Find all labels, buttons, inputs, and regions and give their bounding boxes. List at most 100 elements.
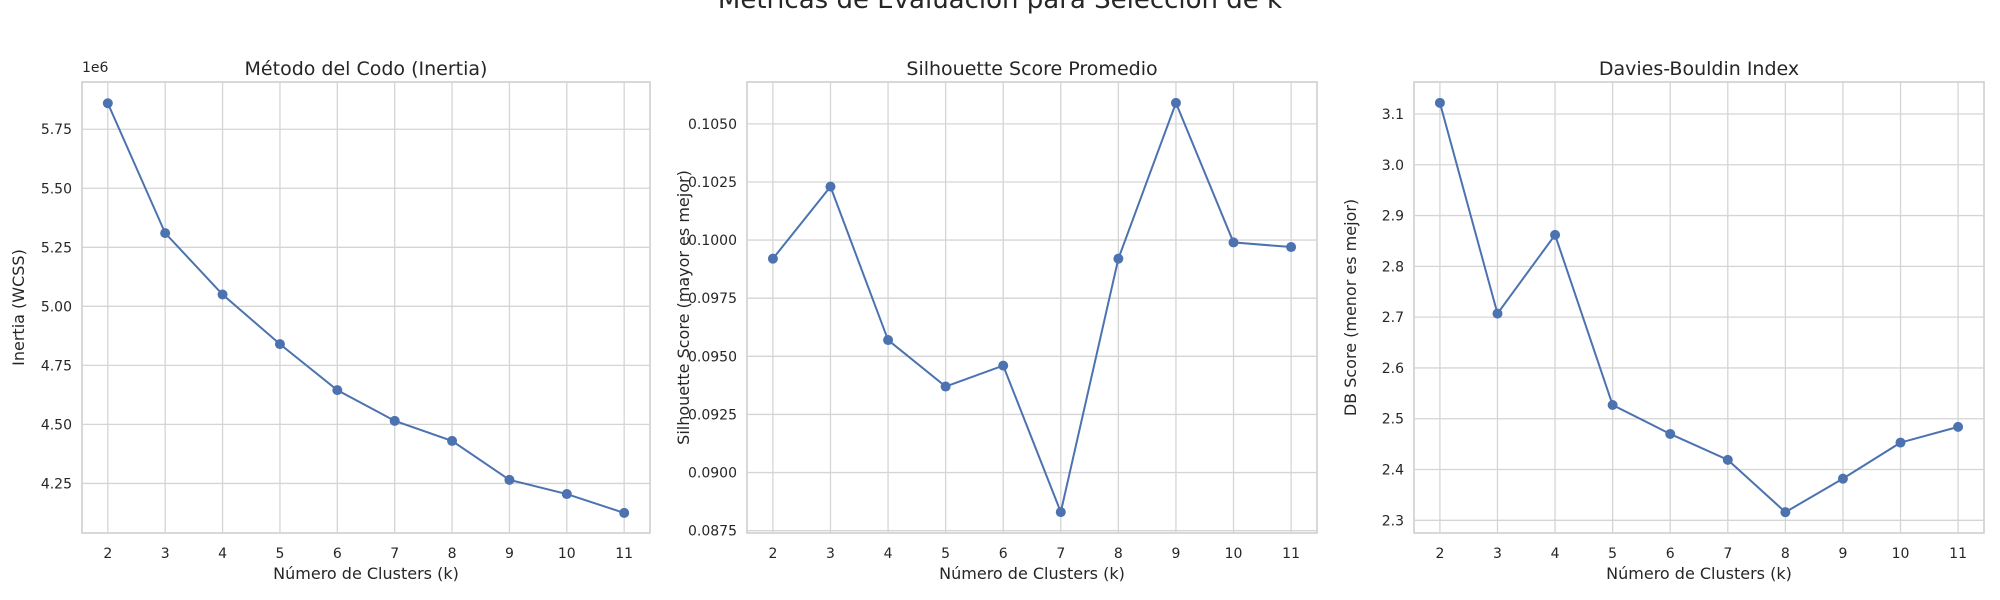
y-tick-label: 5.50	[41, 181, 72, 197]
y-tick-label: 2.4	[1382, 463, 1404, 479]
x-tick-label: 6	[333, 546, 342, 562]
data-point	[883, 335, 894, 346]
data-point	[504, 474, 515, 485]
data-point	[1780, 507, 1791, 518]
x-tick-label: 11	[1282, 546, 1300, 562]
data-point	[1665, 428, 1676, 439]
y-tick-label: 5.75	[41, 122, 72, 138]
x-tick-label: 3	[161, 546, 170, 562]
y-tick-label: 2.3	[1382, 513, 1404, 529]
data-point	[1113, 253, 1124, 264]
data-point	[940, 381, 951, 392]
y-tick-label: 2.8	[1382, 259, 1404, 275]
figure-suptitle: Métricas de Evaluación para Selección de…	[718, 0, 1282, 15]
y-tick-label: 5.25	[41, 240, 72, 256]
y-tick-label: 0.1000	[688, 233, 737, 249]
x-tick-label: 7	[390, 546, 399, 562]
x-tick-label: 10	[1225, 546, 1243, 562]
x-tick-label: 6	[1666, 546, 1675, 562]
x-tick-label: 5	[941, 546, 950, 562]
data-point	[1550, 229, 1561, 240]
x-tick-label: 9	[505, 546, 514, 562]
y-tick-label: 2.9	[1382, 209, 1404, 225]
y-tick-label: 0.1025	[688, 175, 737, 191]
x-tick-label: 4	[218, 546, 227, 562]
y-tick-label: 0.1050	[688, 117, 737, 133]
data-point	[1055, 507, 1066, 518]
panel-davies-bouldin: 2 3 4 5 6 7 8 9 10 11 2.3 2.4 2.5 2.6 2.7 2.8 2.9 3.0 3.1 D…	[1341, 58, 1985, 583]
data-point	[160, 228, 171, 239]
data-point	[767, 253, 778, 264]
panel-silhouette: 2 3 4 5 6 7 8 9 10 11 0.0875 0.0900 0.0925 0.0950 0.09…	[674, 58, 1318, 583]
x-axis-label: Número de Clusters (k)	[1606, 564, 1792, 583]
x-tick-label: 4	[884, 546, 893, 562]
data-point	[1607, 400, 1618, 411]
y-axis-label: Silhouette Score (mayor es mejor)	[674, 170, 693, 445]
x-tick-label: 5	[275, 546, 284, 562]
x-tick-label: 5	[1608, 546, 1617, 562]
x-tick-label: 6	[999, 546, 1008, 562]
y-axis-offset-label: 1e6	[82, 60, 109, 76]
x-tick-label: 11	[1949, 546, 1967, 562]
y-tick-label: 0.0875	[688, 524, 737, 540]
data-point	[217, 289, 228, 300]
x-tick-label: 11	[615, 546, 633, 562]
data-point	[1492, 308, 1503, 319]
y-tick-label: 4.25	[41, 476, 72, 492]
data-point	[998, 360, 1009, 371]
data-point	[1434, 97, 1445, 108]
panel-title: Método del Codo (Inertia)	[245, 58, 488, 80]
x-tick-label: 4	[1551, 546, 1560, 562]
y-tick-label: 0.0925	[688, 407, 737, 423]
x-tick-label: 9	[1171, 546, 1180, 562]
y-tick-label: 5.00	[41, 299, 72, 315]
series-line-elbow	[106, 102, 625, 514]
x-tick-label: 10	[1892, 546, 1910, 562]
x-tick-label: 2	[768, 546, 777, 562]
x-tick-label: 9	[1838, 546, 1847, 562]
x-tick-label: 8	[448, 546, 457, 562]
x-tick-label: 10	[558, 546, 576, 562]
data-point	[619, 507, 630, 518]
y-tick-label: 2.5	[1382, 412, 1404, 428]
y-tick-label: 3.0	[1382, 158, 1404, 174]
y-tick-label: 4.75	[41, 358, 72, 374]
y-tick-label: 0.0900	[688, 466, 737, 482]
y-tick-label: 3.1	[1382, 107, 1404, 123]
x-axis-label: Número de Clusters (k)	[273, 564, 459, 583]
series-line-davies-bouldin	[1438, 102, 1959, 514]
panel-elbow: 2 3 4 5 6 7 8 9 10 11 4.25 4.50 4.75 5.00 5.25 5.50 5.75…	[9, 58, 651, 583]
data-point	[825, 181, 836, 192]
x-tick-label: 8	[1114, 546, 1123, 562]
data-point	[1953, 421, 1964, 432]
y-tick-label: 2.7	[1382, 310, 1404, 326]
plot-area-silhouette	[746, 81, 1318, 534]
y-tick-label: 0.0975	[688, 291, 737, 307]
y-tick-label: 4.50	[41, 417, 72, 433]
y-axis-label: Inertia (WCSS)	[9, 249, 28, 366]
x-tick-label: 2	[103, 546, 112, 562]
y-axis-label: DB Score (menor es mejor)	[1341, 199, 1360, 416]
x-tick-label: 7	[1723, 546, 1732, 562]
plot-area-elbow	[81, 81, 651, 534]
panel-title: Davies-Bouldin Index	[1599, 58, 1799, 80]
data-point	[1895, 437, 1906, 448]
x-tick-label: 7	[1056, 546, 1065, 562]
data-point	[561, 489, 572, 500]
x-tick-label: 2	[1435, 546, 1444, 562]
x-tick-label: 3	[826, 546, 835, 562]
data-point	[1228, 237, 1239, 248]
plot-area-davies-bouldin	[1413, 81, 1985, 534]
data-point	[274, 339, 285, 350]
x-axis-label: Número de Clusters (k)	[939, 564, 1125, 583]
data-point	[1837, 473, 1848, 484]
panel-title: Silhouette Score Promedio	[906, 58, 1157, 80]
data-point	[447, 435, 458, 446]
data-point	[1722, 454, 1733, 465]
y-tick-label: 0.0950	[688, 349, 737, 365]
data-point	[389, 415, 400, 426]
data-point	[102, 98, 113, 109]
y-tick-label: 2.6	[1382, 361, 1404, 377]
